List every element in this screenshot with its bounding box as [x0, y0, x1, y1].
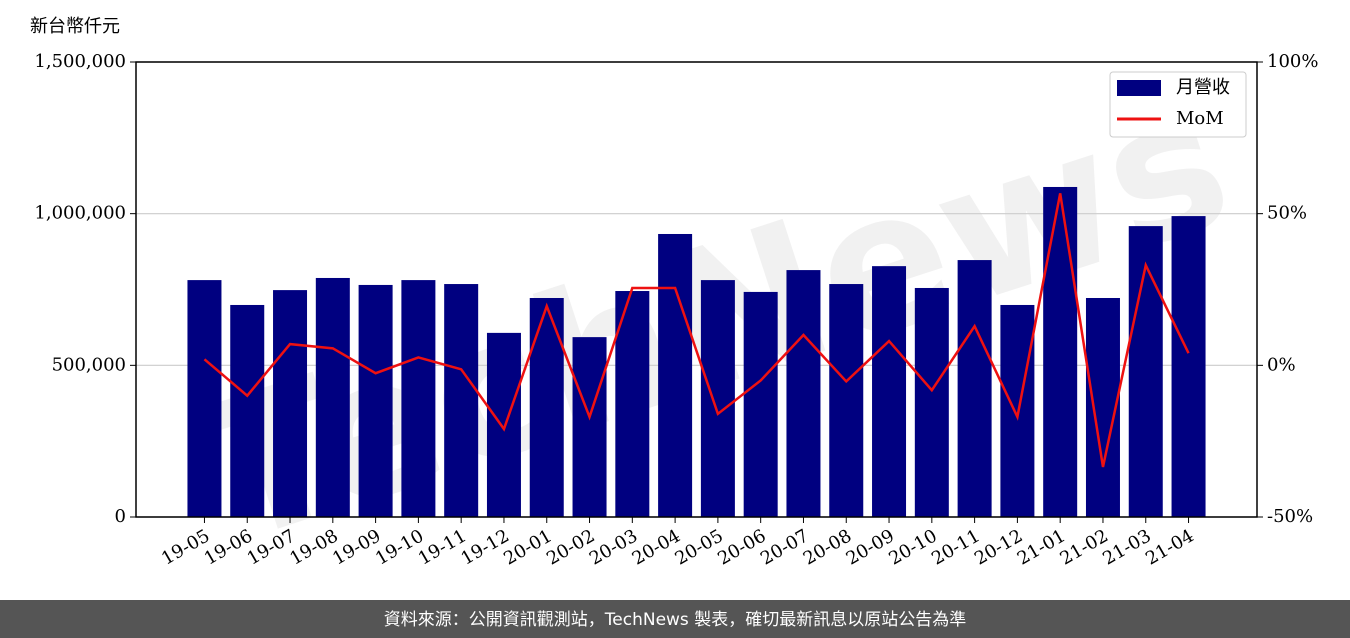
bar: [230, 304, 265, 517]
legend-label: 月營收: [1176, 77, 1230, 98]
x-tick-label: 20-09: [843, 525, 898, 569]
bar: [273, 290, 308, 517]
x-tick-label: 21-04: [1142, 525, 1197, 569]
bar: [187, 280, 222, 517]
bar: [401, 280, 436, 517]
legend-swatch: [1117, 80, 1161, 96]
plot-frame: [135, 61, 1258, 518]
bar: [914, 287, 949, 517]
x-tick-label: 20-08: [800, 525, 855, 569]
y2-tick-label: 0%: [1267, 354, 1296, 375]
x-tick-label: 19-12: [458, 525, 513, 569]
x-tick-label: 20-02: [543, 525, 598, 569]
y-tick-label: 1,000,000: [34, 203, 126, 224]
bar: [957, 260, 992, 517]
bar: [444, 284, 479, 517]
x-tick-label: 21-01: [1014, 525, 1069, 569]
bar: [529, 297, 564, 517]
bar: [829, 284, 864, 517]
x-tick-label: 20-06: [714, 525, 769, 569]
x-tick-label: 19-05: [158, 525, 213, 569]
bar: [658, 233, 693, 518]
x-tick-label: 20-05: [671, 525, 726, 569]
footer: 資料來源：公開資訊觀測站，TechNews 製表，確切最新訊息以原站公告為準: [384, 610, 966, 630]
x-tick-label: 21-02: [1057, 525, 1112, 569]
y-tick-label: 1,500,000: [34, 51, 126, 72]
bar: [700, 280, 735, 517]
y2-tick-label: -50%: [1267, 506, 1313, 527]
y-tick-label: 500,000: [52, 354, 126, 375]
bar: [1128, 226, 1163, 517]
x-tick-label: 20-07: [757, 525, 812, 569]
x-tick-label: 21-03: [1099, 525, 1154, 569]
bar: [615, 291, 650, 517]
bar: [358, 284, 393, 517]
bar: [872, 266, 907, 517]
x-tick-label: 19-11: [415, 525, 470, 569]
y2-tick-label: 50%: [1267, 203, 1307, 224]
y2-tick-label: 100%: [1267, 51, 1318, 72]
y-axis-label: 新台幣仟元: [30, 16, 120, 37]
bar: [743, 291, 778, 517]
bar: [315, 277, 350, 517]
bar: [786, 270, 821, 517]
footer-bar: [0, 600, 1350, 638]
y-tick-label: 0: [115, 506, 126, 527]
bar: [1171, 216, 1206, 518]
x-tick-label: 20-11: [928, 525, 983, 569]
x-tick-label: 20-01: [500, 525, 555, 569]
bar: [486, 332, 521, 517]
line: [203, 193, 1190, 468]
x-tick-label: 20-03: [586, 525, 641, 569]
x-tick-label: 20-12: [971, 525, 1026, 569]
bar: [572, 337, 607, 517]
legend-label: MoM: [1176, 108, 1224, 129]
x-tick-label: 20-04: [629, 525, 684, 569]
bar: [1043, 186, 1078, 517]
x-tick-label: 20-10: [885, 525, 940, 569]
